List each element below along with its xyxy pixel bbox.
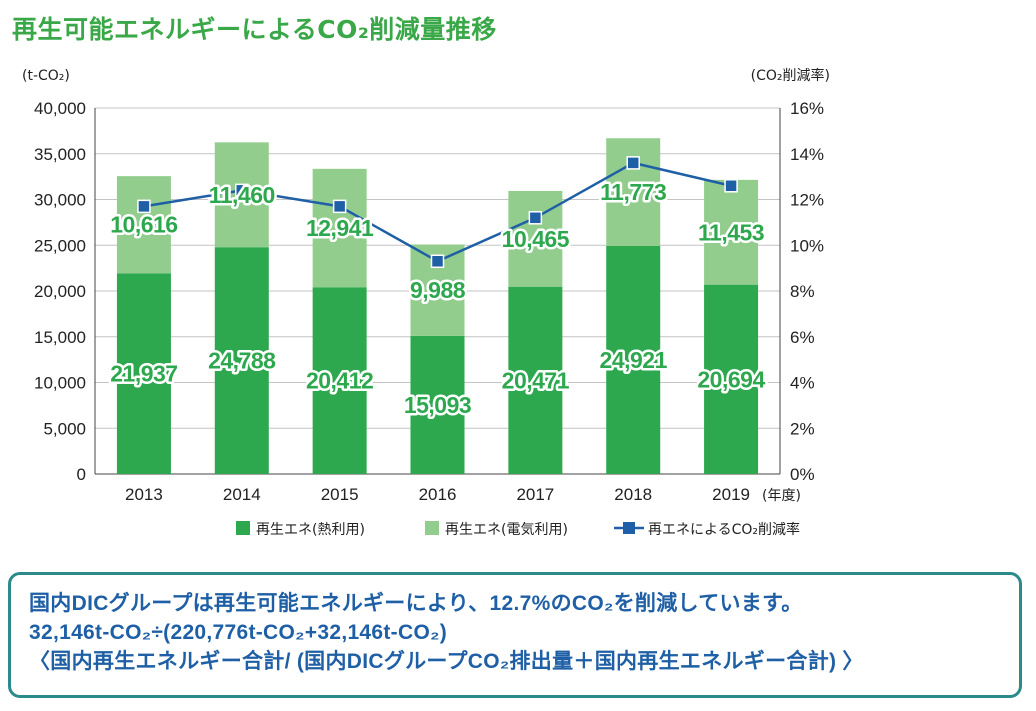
x-tick-label: 2014 [223, 485, 261, 504]
y-tick-label: 5,000 [43, 419, 86, 438]
data-label-electric-2016: 9,988 [410, 277, 466, 303]
bar-heat-2018 [606, 245, 661, 474]
data-label-electric-2017: 10,465 [502, 226, 570, 252]
legend-label-rate: 再エネによるCO₂削減率 [648, 521, 800, 538]
y-tick-label: 0 [77, 465, 86, 484]
bar-heat-2014 [214, 247, 269, 474]
y-axis-label: (t-CO₂) [22, 68, 70, 84]
summary-box: 国内DICグループは再生可能エネルギーにより、12.7%のCO₂を削減しています… [8, 572, 1022, 698]
data-label-electric-2015: 12,941 [306, 215, 374, 241]
bar-heat-2017 [508, 286, 563, 474]
y-tick-label: 25,000 [34, 236, 86, 255]
summary-line-3: 〈国内再生エネルギー合計/ (国内DICグループCO₂排出量＋国内再生エネルギー… [29, 650, 864, 673]
y-right-tick-label: 2% [790, 419, 815, 438]
bar-electric-2015 [312, 168, 367, 288]
data-label-heat-2016: 15,093 [404, 392, 471, 418]
bars [116, 138, 759, 474]
summary-line-1: 国内DICグループは再生可能エネルギーにより、12.7%のCO₂を削減しています… [29, 592, 803, 615]
y-right-axis-label: (CO₂削減率) [751, 67, 830, 84]
bar-heat-2016 [410, 335, 465, 474]
y-right-tick-label: 6% [790, 328, 815, 347]
rate-point-2014 [235, 183, 249, 198]
legend-label-electric: 再生エネ(電気利用) [445, 522, 568, 538]
y-tick-label: 35,000 [34, 145, 86, 164]
y-tick-label: 30,000 [34, 191, 86, 210]
rate-point-2018 [626, 156, 640, 170]
data-label-electric-2018: 11,773 [600, 179, 666, 205]
legend: 再生エネ(熱利用) 再生エネ(電気利用) 再エネによるCO₂削減率 [236, 521, 800, 538]
y-tick-label: 15,000 [34, 328, 86, 347]
y-right-tick-label: 0% [790, 465, 815, 484]
data-labels: 21,937 10,616 24,788 11,460 20,412 12,941 15,0… [108, 177, 769, 421]
x-tick-label: 2019 [712, 485, 750, 504]
legend-marker-rate [623, 522, 635, 534]
bar-heat-2015 [312, 287, 367, 474]
y-tick-label: 40,000 [34, 99, 86, 118]
y-tick-label: 20,000 [34, 282, 86, 301]
bar-heat-2019 [704, 284, 759, 474]
x-tick-label: 2016 [419, 485, 457, 504]
x-tick-label: 2015 [321, 485, 359, 504]
chart-title: 再生可能エネルギーによるCO₂削減量推移 [12, 15, 497, 44]
y-right-tick-label: 8% [790, 282, 815, 301]
rate-point-2015 [332, 199, 347, 214]
y-right-tick-label: 16% [790, 99, 824, 118]
axes: 0 5,000 10,000 15,000 20,000 25,000 30,000 35,0… [22, 67, 830, 504]
bar-electric-2019 [704, 179, 759, 285]
data-label-heat-2018: 24,921 [600, 347, 668, 373]
bar-heat-2013 [116, 273, 171, 474]
data-label-heat-2017: 20,471 [502, 367, 570, 393]
chart: 21,937 10,616 24,788 11,460 20,412 12,941 15,0… [22, 67, 830, 538]
rate-point-2016 [430, 254, 445, 269]
y-right-tick-label: 12% [790, 191, 824, 210]
y-right-tick-label: 10% [790, 236, 824, 255]
data-label-heat-2014: 24,788 [208, 348, 276, 374]
data-label-electric-2014: 11,460 [209, 182, 275, 208]
summary-line-2: 32,146t-CO₂÷(220,776t-CO₂+32,146t-CO₂) [29, 621, 447, 644]
data-label-heat-2013: 21,937 [110, 361, 177, 387]
data-label-heat-2015: 20,412 [306, 368, 373, 394]
x-tick-label: 2017 [516, 485, 554, 504]
rate-line [137, 156, 738, 269]
rate-point-2017 [528, 211, 543, 225]
data-label-electric-2013: 10,616 [110, 212, 177, 238]
legend-label-heat: 再生エネ(熱利用) [256, 522, 365, 538]
bar-electric-2013 [116, 176, 171, 274]
rate-point-2013 [137, 199, 151, 214]
rate-point-2019 [724, 179, 738, 193]
legend-swatch-electric [425, 521, 439, 535]
x-tick-label: 2013 [125, 485, 163, 504]
legend-swatch-heat [236, 521, 250, 535]
x-axis-unit-label: (年度) [762, 488, 801, 504]
x-tick-label: 2018 [614, 485, 652, 504]
data-label-heat-2019: 20,694 [697, 366, 765, 392]
y-tick-label: 10,000 [34, 374, 86, 393]
y-right-tick-label: 14% [790, 145, 824, 164]
data-label-electric-2019: 11,453 [698, 219, 764, 245]
y-right-tick-label: 4% [790, 374, 815, 393]
